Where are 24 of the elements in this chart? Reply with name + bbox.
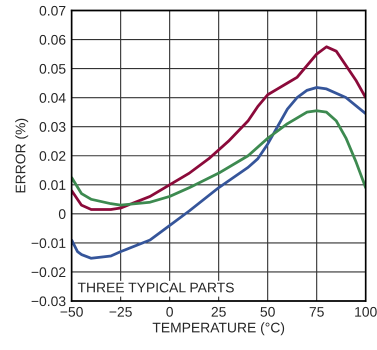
y-tick-label: 0.07 xyxy=(40,6,66,16)
y-tick-label: 0.02 xyxy=(40,151,66,161)
annotation: THREE TYPICAL PARTS xyxy=(78,282,234,292)
x-tick-label: 0 xyxy=(166,306,173,317)
line-series xyxy=(72,45,366,211)
y-tick-label: 0.03 xyxy=(40,122,66,132)
y-tick-label: −0.01 xyxy=(32,238,66,248)
line-series xyxy=(72,86,366,260)
x-tick-label: 25 xyxy=(212,306,226,317)
x-tick-label: 100 xyxy=(355,306,377,317)
y-tick-label: −0.02 xyxy=(32,267,66,278)
x-tick-label: 75 xyxy=(310,307,324,317)
y-tick-label: 0.06 xyxy=(40,34,66,45)
y-tick-label: 0.01 xyxy=(40,180,66,190)
x-tick-label: 50 xyxy=(260,306,275,317)
x-tick-label: −25 xyxy=(110,306,132,317)
line-series xyxy=(72,109,366,207)
y-tick-label: 0.05 xyxy=(40,64,66,74)
y-tick-label: 0 xyxy=(58,209,66,220)
y-tick-label: −0.03 xyxy=(32,296,66,306)
y-tick-label: 0.04 xyxy=(40,92,66,103)
x-tick-label: −50 xyxy=(60,306,83,317)
x-axis-title: TEMPERATURE (°C) xyxy=(152,322,284,336)
y-axis-title: ERROR (%) xyxy=(15,118,28,192)
